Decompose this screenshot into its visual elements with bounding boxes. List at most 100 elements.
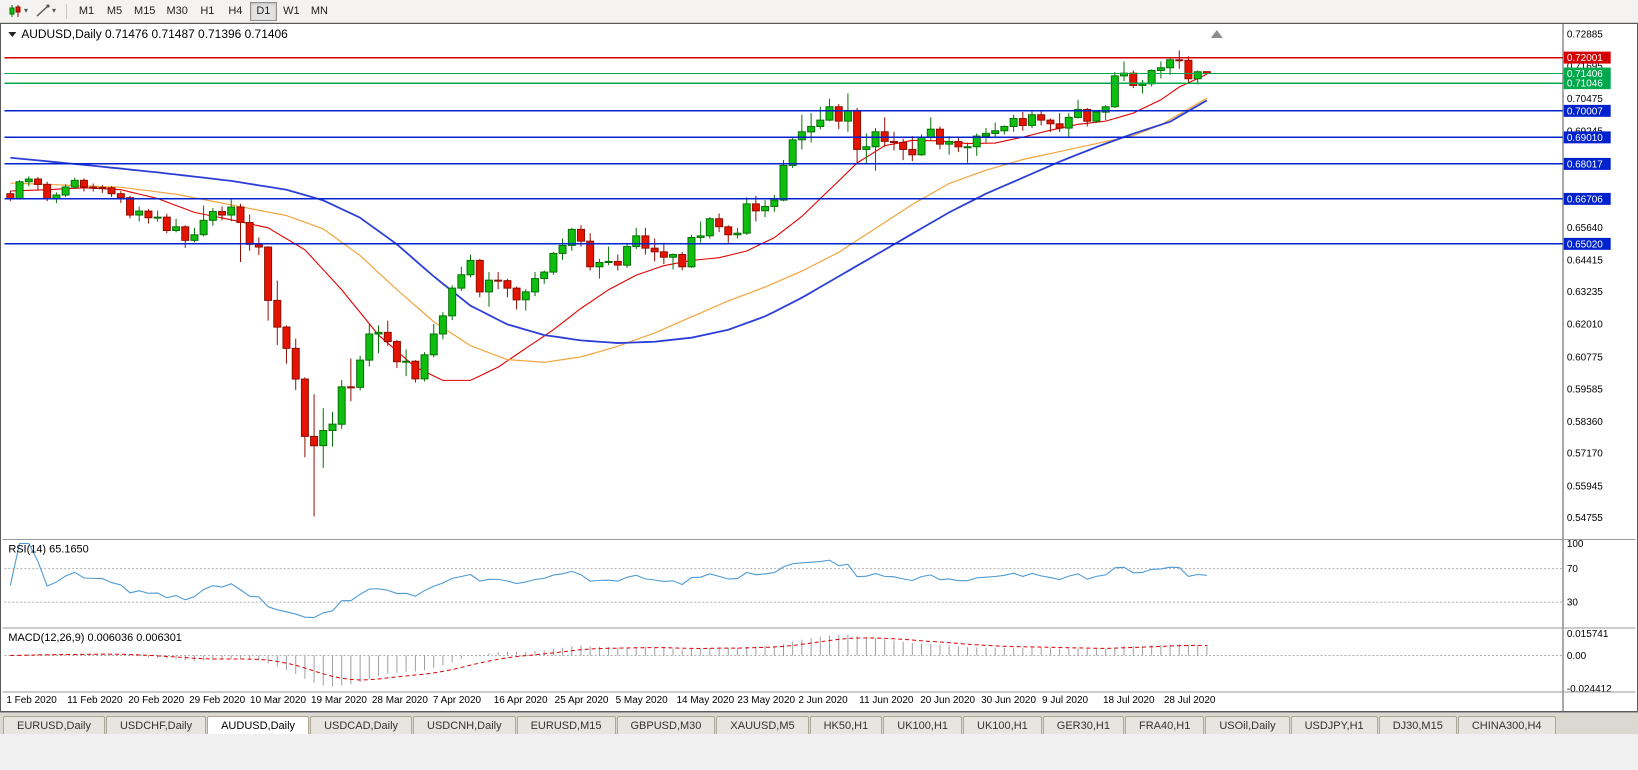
candle-body — [503, 280, 512, 289]
candle-body — [392, 340, 401, 363]
candle-body — [79, 179, 88, 188]
timeframe-button-mn[interactable]: MN — [306, 2, 333, 21]
candle-body — [208, 211, 217, 221]
candle-body — [291, 347, 300, 380]
candle-body — [549, 252, 558, 273]
chart-tab-usdcad-daily[interactable]: USDCAD,Daily — [310, 716, 413, 734]
chart-tab-china300-h4[interactable]: CHINA300,H4 — [1457, 716, 1556, 734]
rsi-level-label: 70 — [1567, 564, 1579, 575]
date-label: 19 Mar 2020 — [311, 695, 367, 706]
price-tick-label: 0.64415 — [1567, 256, 1603, 267]
dropdown-caret: ▾ — [24, 6, 29, 15]
candle-body — [190, 234, 199, 241]
timeframe-button-h4[interactable]: H4 — [222, 2, 249, 21]
candle-body — [1110, 75, 1119, 108]
candle-body — [1092, 111, 1101, 122]
macd-scale-max: 0.015741 — [1567, 629, 1609, 640]
chart-menu-icon[interactable] — [8, 31, 17, 37]
candle-body — [613, 260, 622, 266]
candle-body — [181, 226, 190, 241]
chart-tab-uk100-h1[interactable]: UK100,H1 — [883, 716, 963, 734]
chart-window[interactable]: AUDUSD,Daily 0.71476 0.71487 0.71396 0.7… — [0, 23, 1638, 712]
chart-tab-usdcnh-daily[interactable]: USDCNH,Daily — [413, 716, 516, 734]
candle-body — [1166, 59, 1175, 69]
chart-objects-icon[interactable]: ▾ — [32, 2, 60, 21]
candle-body — [779, 164, 788, 201]
candle-body — [807, 126, 816, 133]
candle-body — [328, 423, 337, 432]
chart-tab-usoil-daily[interactable]: USOil,Daily — [1205, 716, 1290, 734]
timeframe-button-d1[interactable]: D1 — [249, 1, 277, 21]
candle-body — [319, 430, 328, 447]
timeframe-button-m15[interactable]: M15 — [129, 2, 160, 21]
candle-body — [659, 251, 668, 258]
chart-shift-marker[interactable] — [1210, 29, 1223, 38]
date-label: 18 Jul 2020 — [1103, 695, 1155, 706]
chart-tab-uk100-h1[interactable]: UK100,H1 — [963, 716, 1042, 734]
chart-tab-eurusd-m15[interactable]: EURUSD,M15 — [516, 716, 616, 734]
ma-slow-blue — [10, 99, 1208, 344]
date-label: 28 Mar 2020 — [372, 695, 428, 706]
price-tick-label: 0.63235 — [1567, 287, 1603, 298]
chart-tab-usdjpy-h1[interactable]: USDJPY,H1 — [1290, 716, 1378, 734]
candle-body — [1046, 119, 1055, 125]
macd-scale-min: -0.024412 — [1567, 684, 1612, 695]
candle-body — [742, 203, 751, 234]
candle-body — [899, 141, 908, 150]
chart-tab-dj30-m15[interactable]: DJ30,M15 — [1378, 716, 1457, 734]
chart-tab-xauusd-m5[interactable]: XAUUSD,M5 — [716, 716, 809, 734]
candle-body — [963, 146, 972, 149]
date-label: 9 Jul 2020 — [1042, 695, 1088, 706]
candle-body — [98, 187, 107, 190]
candle-body — [1083, 108, 1092, 122]
date-label: 29 Feb 2020 — [189, 695, 245, 706]
candle-body — [540, 271, 549, 279]
price-tick-label: 0.55945 — [1567, 481, 1603, 492]
chart-tab-hk50-h1[interactable]: HK50,H1 — [809, 716, 883, 734]
price-tick-label: 0.70475 — [1567, 94, 1603, 105]
time-axis[interactable]: 1 Feb 2020 11 Feb 2020 20 Feb 2020 29 Feb 2… — [6, 695, 1216, 706]
chart-tab-fra40-h1[interactable]: FRA40,H1 — [1124, 716, 1205, 734]
chart-tab-audusd-daily[interactable]: AUDUSD,Daily — [207, 716, 310, 734]
candle-body — [70, 179, 79, 188]
chart-tab-usdchf-daily[interactable]: USDCHF,Daily — [105, 716, 207, 734]
timeframe-button-m5[interactable]: M5 — [101, 2, 128, 21]
candle-body — [705, 218, 714, 237]
date-label: 11 Jun 2020 — [859, 695, 914, 706]
candle-body — [678, 254, 687, 268]
candle-body — [33, 178, 42, 185]
chart-tab-ger30-h1[interactable]: GER30,H1 — [1042, 716, 1124, 734]
timeframe-button-m30[interactable]: M30 — [161, 2, 192, 21]
price-tick-label: 0.71695 — [1567, 61, 1603, 72]
price-axis[interactable]: 0.728850.716950.704750.692450.680250.668… — [1562, 24, 1611, 711]
candle-body — [1138, 83, 1147, 86]
price-tick-label: 0.59585 — [1567, 384, 1603, 395]
timeframe-button-m1[interactable]: M1 — [73, 2, 100, 21]
price-label-text: 0.66706 — [1567, 194, 1603, 205]
timeframe-button-h1[interactable]: H1 — [194, 2, 221, 21]
chart-tab-eurusd-daily[interactable]: EURUSD,Daily — [3, 716, 105, 734]
candle-body — [245, 222, 254, 245]
rsi-label: RSI(14) 65.1650 — [8, 543, 88, 555]
candle-body — [172, 226, 181, 231]
candlestick-chart-icon[interactable]: ▾ — [4, 2, 32, 21]
toolbar-separator — [66, 3, 68, 19]
candle-body — [264, 246, 273, 301]
price-tick-label: 0.54755 — [1567, 513, 1603, 524]
date-label: 30 Jun 2020 — [981, 695, 1036, 706]
rsi-level-label: 30 — [1567, 598, 1579, 609]
chart-canvas[interactable]: AUDUSD,Daily 0.71476 0.71487 0.71396 0.7… — [1, 24, 1637, 711]
candle-body — [954, 140, 963, 148]
candle-body — [1009, 118, 1018, 128]
candle-body — [788, 139, 797, 166]
candle-body — [917, 136, 926, 156]
candle-body — [300, 378, 309, 437]
timeframe-button-w1[interactable]: W1 — [278, 2, 305, 21]
candle-body — [402, 360, 411, 363]
date-label: 10 Mar 2020 — [250, 695, 306, 706]
horizontal-lines[interactable] — [4, 56, 1563, 245]
candle-body — [218, 211, 227, 216]
candle-body — [1055, 123, 1064, 129]
chart-tab-gbpusd-m30[interactable]: GBPUSD,M30 — [616, 716, 716, 734]
price-tick-label: 0.72885 — [1567, 30, 1603, 41]
